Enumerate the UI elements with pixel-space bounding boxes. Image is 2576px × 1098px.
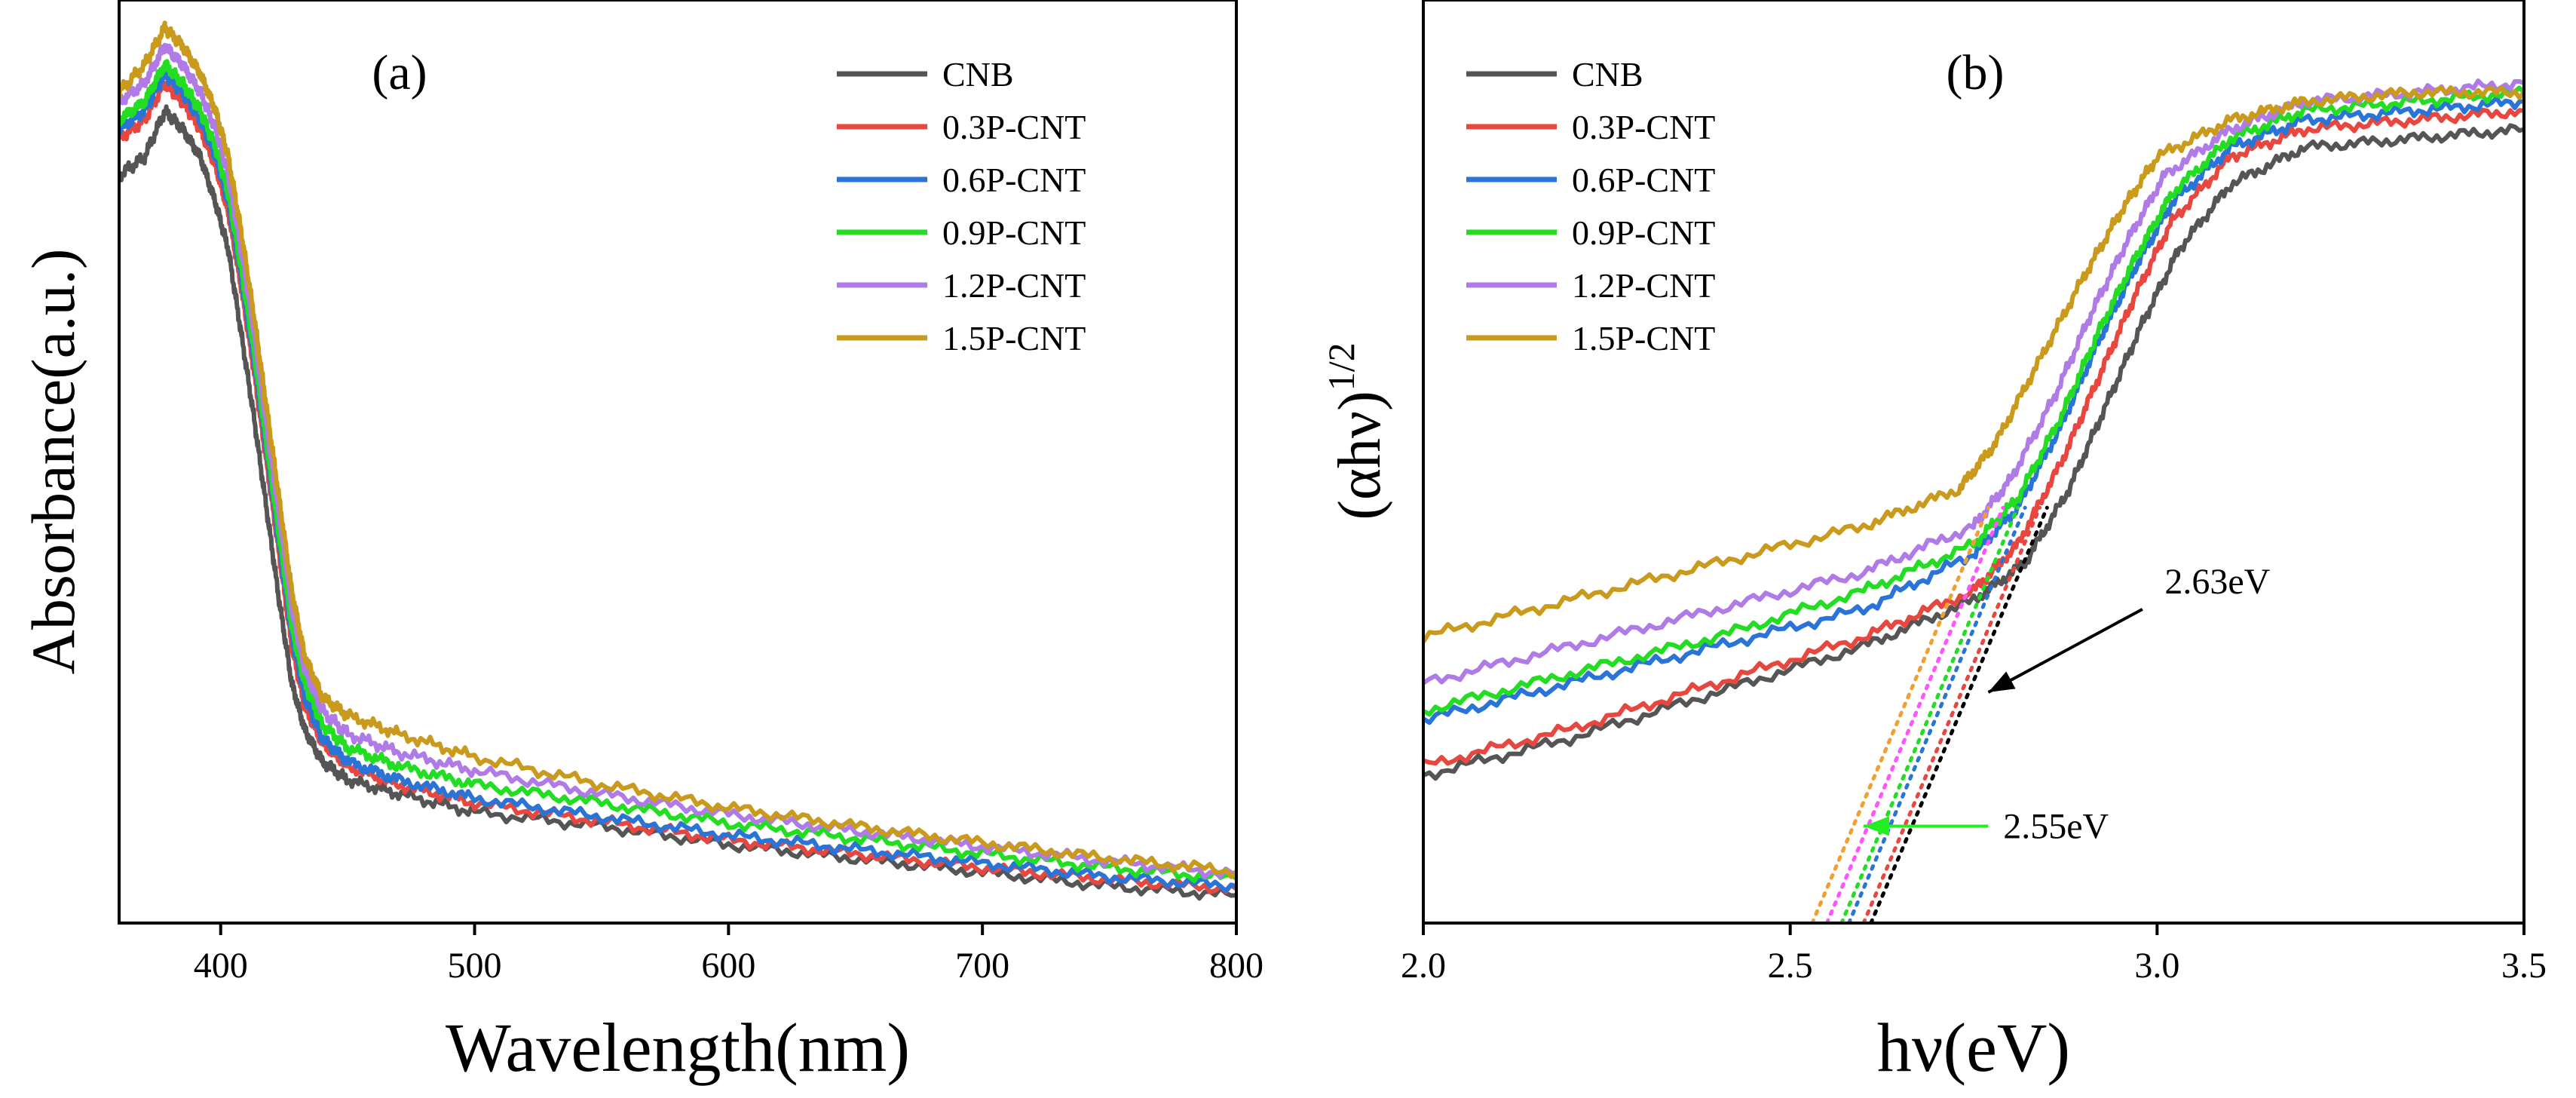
tangent-line-0.6P-CNT xyxy=(1847,505,2027,923)
panel-b: 2.0 2.5 3.0 3.5 hν(eV) (αhν)1/2 (b) CNB 0.3P-CNT… xyxy=(1320,0,2547,1086)
legend-label-0.6P-CNT: 0.6P-CNT xyxy=(942,161,1086,199)
y-axis-title: (αhν)1/2 xyxy=(1320,342,1393,520)
panel-label: (b) xyxy=(1947,45,2005,100)
legend-label-0.6P-CNT: 0.6P-CNT xyxy=(1572,161,1715,199)
annotation-arrow-shaft xyxy=(1987,608,2143,694)
legend-label-CNB: CNB xyxy=(1572,55,1643,94)
annotation-label: 2.55eV xyxy=(2003,806,2109,846)
x-axis-title: Wavelength(nm) xyxy=(446,1009,910,1086)
tangent-line-CNB xyxy=(1869,505,2049,923)
y-axis-title: Absorbance(a.u.) xyxy=(19,249,87,675)
legend-label-0.9P-CNT: 0.9P-CNT xyxy=(1572,213,1715,252)
x-tick-label: 700 xyxy=(955,946,1009,986)
series-line-1.5P-CNT xyxy=(1423,84,2524,643)
x-tick-label: 400 xyxy=(194,946,248,986)
x-axis-title: hν(eV) xyxy=(1877,1009,2070,1086)
y-axis-title-superscript: 1/2 xyxy=(1320,342,1362,391)
series-line-1.5P-CNT xyxy=(119,20,1236,879)
x-tick-label: 800 xyxy=(1209,946,1263,986)
legend-label-1.2P-CNT: 1.2P-CNT xyxy=(1572,266,1715,305)
x-tick-label: 2.5 xyxy=(1768,946,1813,986)
x-tick-label: 3.5 xyxy=(2501,946,2547,986)
series-line-0.9P-CNT xyxy=(119,59,1236,884)
x-tick-label: 2.0 xyxy=(1401,946,1446,986)
legend-label-1.5P-CNT: 1.5P-CNT xyxy=(942,319,1086,357)
axes-frame xyxy=(1422,0,2525,925)
x-tick-label: 3.0 xyxy=(2134,946,2179,986)
x-tick-label: 500 xyxy=(448,946,502,986)
x-tick-label: 600 xyxy=(701,946,755,986)
series-line-1.2P-CNT xyxy=(119,42,1236,879)
plot-area xyxy=(119,20,1236,901)
legend-label-0.3P-CNT: 0.3P-CNT xyxy=(942,108,1086,146)
annotation-arrow-head xyxy=(1864,816,1889,836)
axes-frame xyxy=(118,0,1238,925)
annotation-label: 2.63eV xyxy=(2164,562,2270,602)
tangent-line-1.2P-CNT xyxy=(1824,505,2005,923)
tangent-line-0.9P-CNT xyxy=(1839,505,2020,923)
series-line-0.3P-CNT xyxy=(119,80,1236,894)
series-line-CNB xyxy=(119,104,1236,901)
series-line-0.9P-CNT xyxy=(1423,85,2524,717)
plot-area xyxy=(1423,78,2524,923)
panel-a: 400 500 600 700 800 Wavelength(nm) Absorbance(… xyxy=(19,0,1263,1086)
y-axis-title-main: (αhν) xyxy=(1327,391,1393,520)
legend-label-0.9P-CNT: 0.9P-CNT xyxy=(942,213,1086,252)
legend-label-1.2P-CNT: 1.2P-CNT xyxy=(942,266,1086,305)
series-line-CNB xyxy=(1423,123,2524,781)
legend-label-0.3P-CNT: 0.3P-CNT xyxy=(1572,108,1715,146)
panel-label: (a) xyxy=(372,45,427,100)
series-line-0.3P-CNT xyxy=(1423,107,2524,766)
legend: CNB 0.3P-CNT 0.6P-CNT 0.9P-CNT 1.2P-CNT 1.5P-… xyxy=(1466,55,1715,357)
tangent-line-1.5P-CNT xyxy=(1810,505,1990,923)
tangent-line-0.3P-CNT xyxy=(1861,505,2042,923)
legend: CNB 0.3P-CNT 0.6P-CNT 0.9P-CNT 1.2P-CNT 1.5P-… xyxy=(837,55,1086,357)
annotation-arrow-head xyxy=(1988,671,2016,692)
legend-label-CNB: CNB xyxy=(942,55,1014,94)
legend-label-1.5P-CNT: 1.5P-CNT xyxy=(1572,319,1715,357)
